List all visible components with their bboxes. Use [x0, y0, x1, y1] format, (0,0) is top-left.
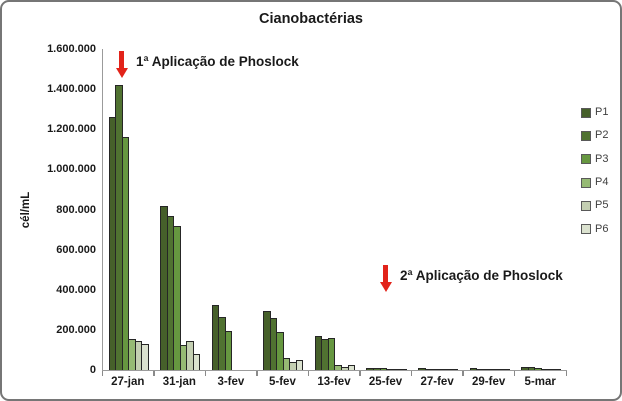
legend-label-P6: P6 — [595, 222, 609, 235]
bar-P6-27-jan — [141, 343, 149, 370]
x-axis-ticks — [101, 370, 567, 377]
bar-P3-3-fev — [224, 330, 233, 370]
annotation-text: 2ª Aplicação de Phoslock — [400, 268, 563, 283]
bar-group-25-fev — [361, 49, 413, 370]
plot-area — [102, 49, 567, 371]
legend-item-P3: P3 — [581, 148, 608, 171]
legend-label-P1: P1 — [595, 106, 609, 119]
x-axis-tick — [359, 370, 361, 376]
y-tick-label-1.000.000: 1.000.000 — [47, 163, 96, 176]
legend-item-P1: P1 — [581, 101, 608, 124]
x-axis-tick — [256, 370, 258, 376]
y-tick-label-200.000: 200.000 — [56, 323, 96, 336]
y-axis-tick-labels: 0 200.000 400.000 600.000 800.000 1.000.000 1.… — [2, 43, 96, 376]
bar-group-27-fev — [412, 49, 464, 370]
bar-group-29-fev — [464, 49, 516, 370]
chart-title: Cianobactérias — [259, 11, 363, 27]
x-tick-label-13-fev: 13-fev — [317, 376, 351, 388]
legend-swatch-P2 — [581, 130, 591, 141]
bar-group-31-jan — [155, 49, 207, 370]
y-tick-label-1.400.000: 1.400.000 — [47, 83, 96, 96]
bar-P6-29-fev — [502, 368, 510, 370]
x-axis-tick — [565, 370, 567, 376]
x-tick-label-27-jan: 27-jan — [111, 376, 145, 388]
bar-P6-27-fev — [450, 368, 459, 370]
x-tick-label-27-fev: 27-fev — [420, 376, 454, 388]
y-tick-label-800.000: 800.000 — [56, 203, 96, 216]
x-axis-tick — [307, 370, 310, 376]
bar-P3-5-fev — [276, 331, 284, 370]
x-axis-tick-labels: 27-jan 31-jan 3-fev 5-fev 13-fev 25-fev 27-fev… — [102, 376, 566, 394]
legend-swatch-P1 — [581, 107, 591, 118]
down-arrow-icon — [115, 51, 128, 78]
legend-item-P4: P4 — [581, 171, 608, 194]
y-tick-label-400.000: 400.000 — [56, 283, 96, 296]
legend-item-P6: P6 — [581, 217, 608, 240]
legend-label-P2: P2 — [595, 129, 609, 142]
bar-group-13-fev — [309, 49, 361, 370]
legend-swatch-P4 — [581, 177, 591, 188]
legend-item-P5: P5 — [581, 194, 608, 217]
legend-swatch-P6 — [581, 224, 591, 235]
annotation-second-application: 2ª Aplicação de Phoslock — [379, 265, 563, 292]
x-axis-tick — [513, 370, 516, 376]
x-axis-tick — [410, 370, 413, 376]
bar-P3-27-jan — [121, 137, 130, 370]
legend-label-P5: P5 — [595, 199, 609, 212]
bar-P3-13-fev — [327, 337, 336, 370]
legend-swatch-P3 — [581, 154, 591, 165]
y-tick-label-1.600.000: 1.600.000 — [47, 43, 96, 55]
bar-P3-31-jan — [173, 225, 181, 370]
annotation-text: 1ª Aplicação de Phoslock — [136, 54, 299, 69]
legend-item-P2: P2 — [581, 124, 608, 147]
x-tick-label-3-fev: 3-fev — [217, 376, 245, 388]
bar-P6-25-fev — [399, 368, 407, 370]
x-tick-label-5-fev: 5-fev — [269, 376, 296, 388]
x-tick-label-31-jan: 31-jan — [162, 376, 196, 388]
bar-group-5-fev — [258, 49, 310, 370]
legend: P1 P2 P3 P4 P5 P6 — [581, 101, 608, 241]
bar-group-5-mar — [515, 49, 567, 370]
x-tick-label-29-fev: 29-fev — [472, 376, 506, 388]
x-tick-label-5-mar: 5-mar — [524, 376, 556, 388]
x-axis-tick — [462, 370, 464, 376]
bar-P6-5-fev — [295, 359, 304, 370]
x-axis-tick — [204, 370, 207, 376]
y-tick-label-0: 0 — [89, 364, 96, 376]
y-tick-label-1.200.000: 1.200.000 — [47, 123, 96, 136]
bar-P6-5-mar — [553, 368, 562, 370]
bar-group-27-jan — [103, 49, 155, 370]
legend-label-P3: P3 — [595, 152, 609, 165]
annotation-first-application: 1ª Aplicação de Phoslock — [115, 51, 299, 78]
down-arrow-icon — [379, 265, 392, 292]
bar-P6-31-jan — [192, 353, 201, 370]
legend-label-P4: P4 — [595, 176, 609, 189]
x-tick-label-25-fev: 25-fev — [368, 376, 403, 388]
x-axis-tick — [101, 370, 103, 376]
bar-P6-13-fev — [347, 364, 356, 370]
x-axis-tick — [153, 370, 155, 376]
legend-swatch-P5 — [581, 200, 591, 211]
bar-group-3-fev — [206, 49, 258, 370]
y-tick-label-600.000: 600.000 — [56, 243, 96, 256]
